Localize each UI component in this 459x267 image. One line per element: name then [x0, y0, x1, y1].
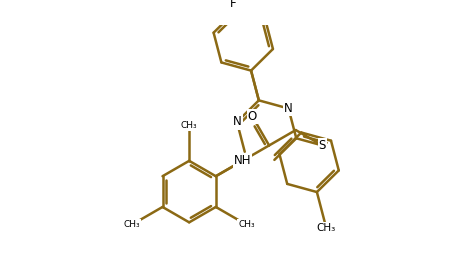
Text: S: S	[319, 139, 326, 152]
Text: O: O	[248, 110, 257, 123]
Text: CH₃: CH₃	[123, 220, 140, 229]
Text: N: N	[233, 116, 241, 128]
Text: N: N	[284, 102, 293, 115]
Text: F: F	[230, 0, 237, 10]
Text: NH: NH	[234, 154, 251, 167]
Text: CH₃: CH₃	[317, 223, 336, 233]
Text: CH₃: CH₃	[238, 220, 255, 229]
Text: CH₃: CH₃	[181, 121, 197, 130]
